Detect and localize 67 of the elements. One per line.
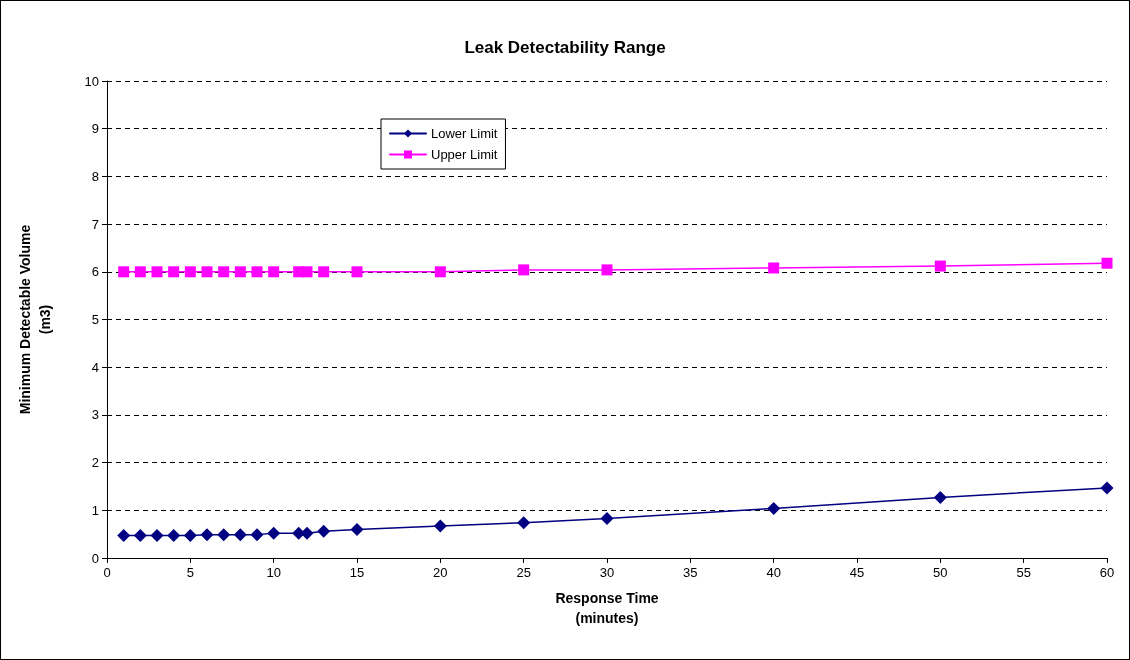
point xyxy=(151,266,163,278)
legend-label: Lower Limit xyxy=(431,126,498,141)
x-tick-label: 30 xyxy=(599,565,615,580)
x-tick-label: 50 xyxy=(933,565,948,580)
point xyxy=(300,526,314,540)
y-axis-title: Minimum Detectable Volume (m3) xyxy=(17,224,53,415)
point xyxy=(118,266,130,278)
point xyxy=(301,266,313,278)
x-tick-label: 55 xyxy=(1016,565,1031,580)
point xyxy=(200,528,214,542)
point xyxy=(201,266,213,278)
y-tick-label: 7 xyxy=(91,216,99,232)
x-tick-label: 60 xyxy=(1099,565,1115,580)
point xyxy=(233,528,247,542)
x-tick-label: 45 xyxy=(849,565,865,580)
point xyxy=(933,490,947,504)
point xyxy=(934,260,946,272)
point xyxy=(350,522,364,536)
point xyxy=(517,516,531,530)
y-tick-label: 4 xyxy=(91,359,99,375)
y-tick-label: 10 xyxy=(84,73,99,89)
point xyxy=(601,264,613,276)
point xyxy=(117,529,131,543)
point xyxy=(267,526,281,540)
x-tick-label: 20 xyxy=(433,565,448,580)
point xyxy=(768,262,780,274)
point xyxy=(184,266,196,278)
point xyxy=(351,266,363,278)
point xyxy=(251,266,263,278)
point xyxy=(250,528,264,542)
point xyxy=(1100,481,1114,495)
y-tick-label: 5 xyxy=(91,312,99,327)
point xyxy=(218,266,230,278)
point xyxy=(150,529,164,543)
point xyxy=(234,266,246,278)
point xyxy=(434,266,446,278)
point xyxy=(317,524,331,538)
point xyxy=(600,511,614,525)
point xyxy=(133,529,147,543)
point xyxy=(433,519,447,533)
x-axis-title: Response Time (minutes) xyxy=(555,590,659,626)
legend-label: Upper Limit xyxy=(431,147,498,162)
x-tick-label: 25 xyxy=(516,565,531,580)
chart-title: Leak Detectability Range xyxy=(464,38,666,57)
y-tick-label: 3 xyxy=(91,407,99,423)
x-tick-label: 5 xyxy=(186,565,194,580)
x-tick-label: 35 xyxy=(683,565,698,580)
point xyxy=(183,529,197,543)
y-tick-label: 6 xyxy=(91,264,99,280)
y-tick-label: 2 xyxy=(91,455,99,471)
point xyxy=(168,266,180,278)
point xyxy=(268,266,280,278)
point xyxy=(167,529,181,543)
point xyxy=(134,266,146,278)
point xyxy=(767,501,781,515)
x-tick-label: 10 xyxy=(266,565,281,580)
y-tick-label: 9 xyxy=(91,121,99,137)
point xyxy=(217,528,231,542)
x-tick-label: 0 xyxy=(103,565,111,580)
x-tick-label: 15 xyxy=(349,565,365,580)
y-tick-label: 8 xyxy=(91,168,99,184)
y-tick-label: 0 xyxy=(91,550,99,566)
point xyxy=(1101,257,1113,269)
y-tick-label: 1 xyxy=(91,502,99,518)
point xyxy=(518,264,530,276)
x-tick-label: 40 xyxy=(766,565,781,580)
point xyxy=(318,266,330,278)
